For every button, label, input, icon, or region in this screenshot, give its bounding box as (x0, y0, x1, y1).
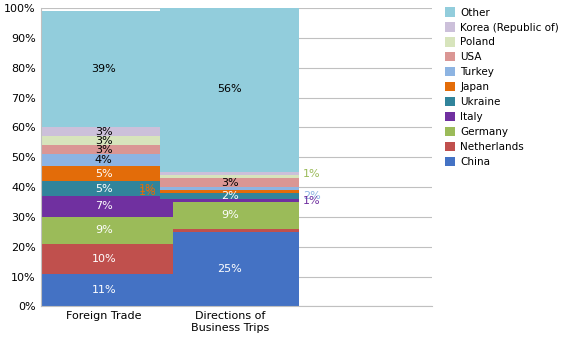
Bar (160, 5, 299, 172)
Text: 1%: 1% (303, 169, 320, 179)
Bar (34, 154, 173, 166)
Bar (160, 175, 299, 178)
Text: 10%: 10% (91, 254, 116, 264)
Text: 5%: 5% (95, 169, 112, 179)
Bar (34, 136, 173, 145)
Bar (160, 178, 299, 187)
Text: 4%: 4% (95, 155, 113, 165)
Text: 11%: 11% (91, 285, 116, 295)
Text: 9%: 9% (95, 225, 113, 235)
Bar (34, 145, 173, 154)
Text: 2%: 2% (303, 191, 321, 201)
Bar (160, 229, 299, 232)
Legend: Other, Korea (Republic of), Poland, USA, Turkey, Japan, Ukraine, Italy, Germany,: Other, Korea (Republic of), Poland, USA,… (444, 7, 559, 167)
Bar (160, 193, 299, 199)
Text: 1%: 1% (303, 195, 320, 206)
Bar (34, 196, 173, 217)
Bar (160, 172, 299, 175)
Text: 3%: 3% (95, 127, 112, 137)
Bar (34, 181, 173, 196)
Bar (34, 274, 173, 306)
Bar (34, 166, 173, 181)
Bar (34, 11, 173, 127)
Text: 3%: 3% (95, 136, 112, 146)
Text: 2%: 2% (221, 191, 239, 201)
Text: 9%: 9% (221, 210, 239, 220)
Text: 25%: 25% (217, 264, 242, 274)
Text: 3%: 3% (95, 145, 112, 155)
Bar (34, 244, 173, 274)
Text: 1%: 1% (139, 187, 157, 196)
Bar (34, 217, 173, 244)
Bar (160, 202, 299, 229)
Text: 7%: 7% (95, 202, 113, 212)
Bar (160, 190, 299, 193)
Text: 1%: 1% (139, 184, 157, 193)
Text: 5%: 5% (95, 184, 112, 193)
Bar (160, 199, 299, 202)
Text: 56%: 56% (218, 84, 242, 94)
Bar (34, 127, 173, 136)
Text: 3%: 3% (221, 178, 239, 188)
Text: 39%: 39% (91, 64, 116, 74)
Bar (160, 232, 299, 306)
Bar (160, 187, 299, 190)
